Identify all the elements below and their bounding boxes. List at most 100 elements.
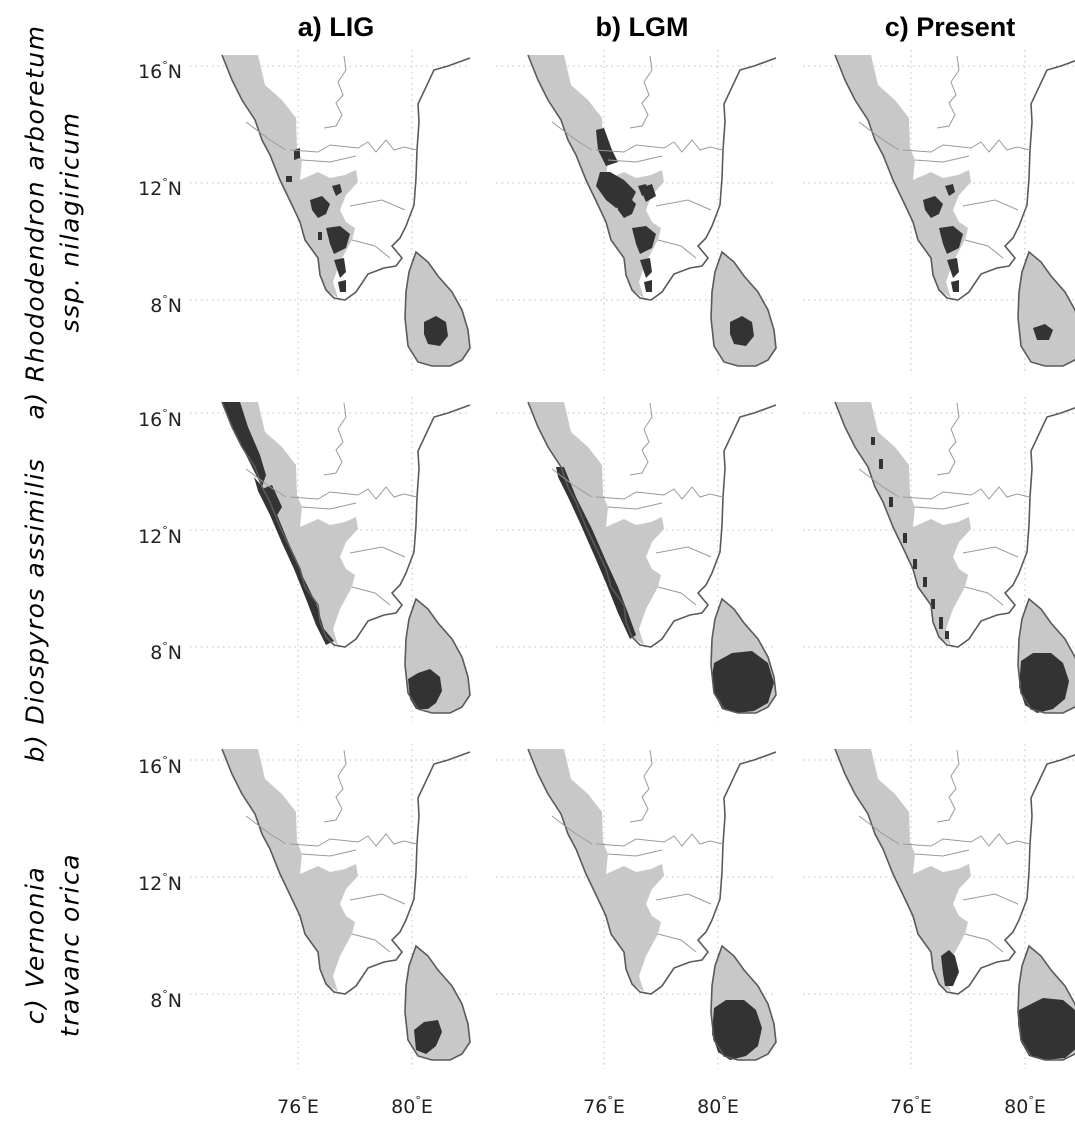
coastline-sri-lanka xyxy=(710,944,777,1061)
suitable-habitat-agasthyamalai-patch-1 xyxy=(941,950,959,986)
state-border-4 xyxy=(551,468,593,498)
state-border-1 xyxy=(936,402,960,476)
suitable-habitat-anamalai-core-3 xyxy=(644,280,652,292)
study-area-sri-lanka xyxy=(711,252,776,366)
lon-tick-76-col2: 76°E xyxy=(583,1094,625,1118)
coastline-sri-lanka xyxy=(404,250,471,367)
lon-tick-76-col1: 76°E xyxy=(277,1094,319,1118)
suitable-habitat-nilgiri-core-1 xyxy=(310,196,330,218)
suitable-habitat-ghats-scattered-cells-4 xyxy=(903,533,907,543)
state-border-1 xyxy=(629,749,653,823)
state-border-5 xyxy=(349,893,406,905)
state-border-2 xyxy=(289,139,418,153)
state-border-2 xyxy=(902,486,1031,500)
study-area-western-ghats xyxy=(835,402,971,645)
state-border-4 xyxy=(858,468,900,498)
lat-tick-16-row1: 16°N xyxy=(138,59,182,83)
state-border-5 xyxy=(655,546,712,558)
state-border-4 xyxy=(551,121,593,151)
row-label-diospyros: b) Diospyros assimilis xyxy=(20,457,50,763)
suitable-habitat-sri-lanka-southwest-broad-1 xyxy=(712,1000,762,1060)
suitable-habitat-ghats-scattered-cells-7 xyxy=(931,599,935,609)
state-border-2 xyxy=(289,833,418,847)
study-area-western-ghats xyxy=(528,749,664,992)
suitable-habitat-sri-lanka-central-1 xyxy=(424,316,448,346)
state-border-6 xyxy=(657,239,697,259)
lat-tick-16-row2: 16°N xyxy=(138,407,182,431)
suitable-habitat-anamalai-core-3 xyxy=(951,280,959,292)
state-border-6 xyxy=(351,586,391,606)
suitable-habitat-sri-lanka-central-small-1 xyxy=(1033,324,1053,340)
state-border-2 xyxy=(595,139,724,153)
suitable-habitat-sri-lanka-southwest-broad-1 xyxy=(1019,653,1069,713)
state-border-6 xyxy=(351,239,391,259)
state-border-1 xyxy=(936,55,960,129)
column-title-lgm: b) LGM xyxy=(595,12,689,42)
study-area-western-ghats xyxy=(835,749,971,992)
state-border-5 xyxy=(655,893,712,905)
state-border-6 xyxy=(657,933,697,953)
study-area-western-ghats xyxy=(835,55,971,298)
state-border-3 xyxy=(301,155,357,163)
state-border-4 xyxy=(858,121,900,151)
suitable-habitat-anamalai-core-1 xyxy=(939,226,963,254)
suitable-habitat-nilgiri-core-1 xyxy=(616,196,636,218)
state-border-5 xyxy=(349,546,406,558)
lon-tick-80-col3: 80°E xyxy=(1004,1094,1046,1118)
coastline-sri-lanka xyxy=(404,944,471,1061)
state-border-4 xyxy=(858,815,900,845)
study-area-western-ghats xyxy=(528,402,664,645)
state-border-5 xyxy=(349,199,406,211)
state-border-1 xyxy=(323,749,347,823)
suitable-habitat-ghats-scattered-cells-2 xyxy=(879,459,883,469)
lat-tick-12-row2: 12°N xyxy=(138,524,182,548)
state-border-2 xyxy=(289,486,418,500)
coastline-sri-lanka xyxy=(710,597,777,714)
lon-tick-76-col3: 76°E xyxy=(890,1094,932,1118)
column-title-lig: a) LIG xyxy=(297,12,375,42)
suitable-habitat-anamalai-core-2 xyxy=(334,258,346,278)
state-border-4 xyxy=(245,468,287,498)
suitable-habitat-anamalai-core-2 xyxy=(640,258,652,278)
state-border-5 xyxy=(962,893,1019,905)
state-border-6 xyxy=(964,933,1004,953)
state-border-6 xyxy=(964,586,1004,606)
map-panel-r1-c2 xyxy=(496,50,777,375)
lat-tick-16-row3: 16°N xyxy=(138,754,182,778)
coastline-sri-lanka xyxy=(1017,944,1075,1061)
map-panel-r3-c2 xyxy=(496,744,777,1069)
state-border-6 xyxy=(964,239,1004,259)
study-area-western-ghats xyxy=(222,749,358,992)
suitable-habitat-ghats-scattered-cells-1 xyxy=(871,437,875,445)
state-border-3 xyxy=(914,849,970,857)
lat-tick-12-row1: 12°N xyxy=(138,176,182,200)
suitable-habitat-sri-lanka-central-1 xyxy=(730,316,754,346)
state-border-3 xyxy=(607,155,663,163)
row-label-vernonia-line1: c) Vernonia xyxy=(20,865,50,1025)
lat-tick-8-row2: 8°N xyxy=(150,640,182,664)
lat-tick-8-row1: 8°N xyxy=(150,293,182,317)
suitable-habitat-anamalai-core-3 xyxy=(338,280,346,292)
map-panel-r2-c2 xyxy=(496,397,777,722)
state-border-2 xyxy=(902,139,1031,153)
suitable-habitat-west-coast-strip-full-3 xyxy=(262,485,282,517)
map-panel-r1-c1 xyxy=(190,50,471,375)
state-border-2 xyxy=(902,833,1031,847)
state-border-1 xyxy=(629,402,653,476)
lat-tick-8-row3: 8°N xyxy=(150,988,182,1012)
lon-tick-80-col1: 80°E xyxy=(391,1094,433,1118)
map-panel-r1-c3 xyxy=(803,50,1075,375)
state-border-4 xyxy=(551,815,593,845)
suitable-habitat-nilgiri-core-2 xyxy=(638,184,648,196)
state-border-1 xyxy=(323,402,347,476)
suitable-habitat-anamalai-core-1 xyxy=(326,226,350,254)
state-border-4 xyxy=(245,121,287,151)
map-panel-r3-c1 xyxy=(190,744,471,1069)
suitable-habitat-sri-lanka-south-east-1 xyxy=(712,651,774,713)
state-border-3 xyxy=(301,849,357,857)
suitable-habitat-ghats-scattered-cells-8 xyxy=(939,617,943,629)
coastline-sri-lanka xyxy=(404,597,471,714)
suitable-habitat-anamalai-core-2 xyxy=(947,258,959,278)
suitable-habitat-ghats-scattered-cells-6 xyxy=(923,577,927,587)
column-title-present: c) Present xyxy=(884,12,1016,42)
